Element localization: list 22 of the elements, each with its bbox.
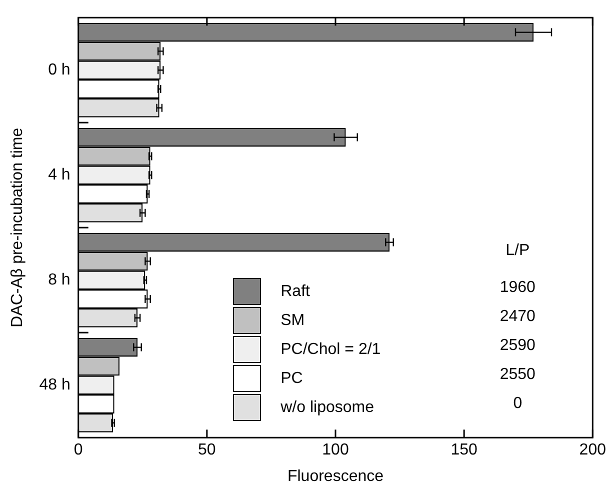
y-tick-label: 48 h <box>39 376 70 394</box>
x-tick-label: 0 <box>74 442 83 459</box>
legend-label: SM <box>280 312 305 330</box>
x-tick-label: 200 <box>579 442 606 459</box>
annotation: 2470 <box>498 306 536 327</box>
annotation: 2550 <box>498 364 536 385</box>
annotation: 2590 <box>498 336 536 356</box>
text: PC <box>280 370 303 388</box>
x-tick-label: 50 <box>198 442 216 459</box>
legend-label: w/o liposome <box>280 399 374 418</box>
x-tick-label: 100 <box>322 442 349 459</box>
legend-label: Raft <box>280 283 310 302</box>
annotation: 0 <box>512 394 524 414</box>
annotation: 1960 <box>498 278 536 298</box>
annotation: L/P <box>504 240 531 261</box>
y-tick-label: 0 h <box>48 62 70 79</box>
x-tick-label: 150 <box>450 442 478 459</box>
y-axis-title: DAC-Aβ pre-incubation time <box>9 128 26 328</box>
y-tick-label: 8 h <box>48 272 70 289</box>
y-tick-label: 4 h <box>48 166 70 184</box>
text: PC/Chol = 2/1 <box>280 341 381 360</box>
x-axis-title: Fluorescence <box>287 468 384 485</box>
